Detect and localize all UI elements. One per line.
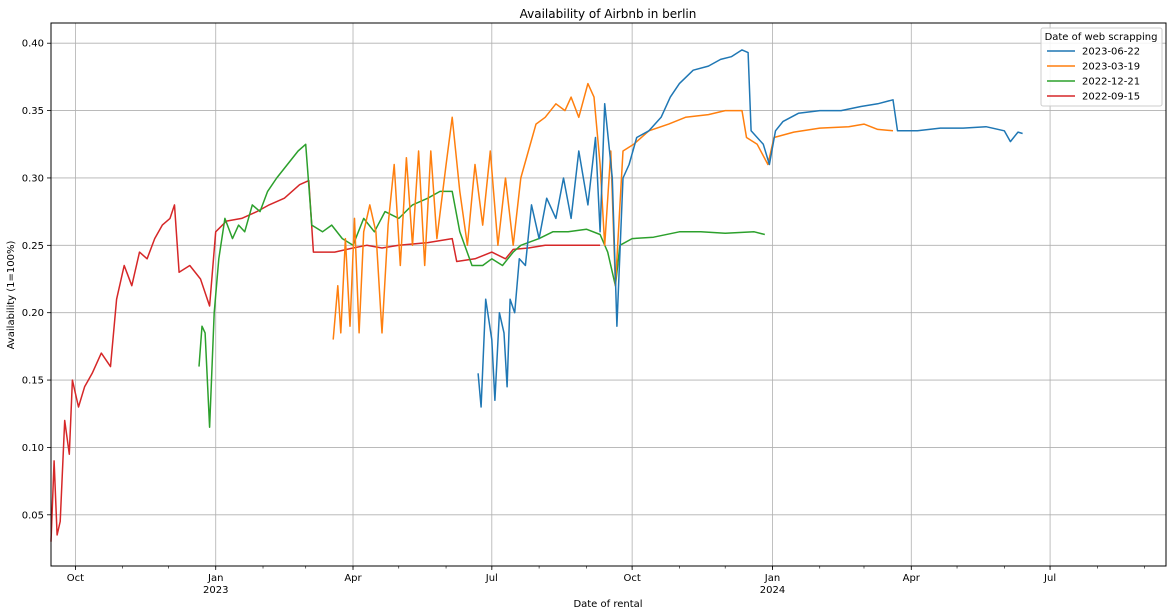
y-tick-label: 0.25 — [22, 241, 44, 252]
legend-title: Date of web scrapping — [1045, 32, 1158, 43]
x-tick-label: Apr — [903, 573, 921, 584]
y-tick-label: 0.40 — [22, 39, 44, 50]
y-tick-label: 0.05 — [22, 510, 44, 521]
legend-label: 2022-12-21 — [1082, 77, 1140, 88]
legend-label: 2022-09-15 — [1082, 92, 1140, 103]
x-tick-label: Apr — [344, 573, 362, 584]
series-line-2022-12-21 — [198, 143, 765, 428]
legend-label: 2023-06-22 — [1082, 47, 1140, 58]
series-line-2023-06-22 — [477, 49, 1023, 408]
y-tick-label: 0.30 — [22, 173, 44, 184]
x-tick-label: Jan — [207, 573, 223, 584]
y-axis-label: Availability (1=100%) — [6, 240, 17, 349]
y-tick-label: 0.15 — [22, 376, 44, 387]
legend-box — [1040, 27, 1163, 107]
x-tick-year-label: 2023 — [203, 585, 228, 596]
x-axis-label: Date of rental — [573, 599, 642, 610]
series-line-2022-09-15 — [50, 179, 601, 542]
chart-title: Availability of Airbnb in berlin — [520, 7, 697, 21]
x-tick-label: Jul — [1043, 573, 1056, 584]
x-tick-label: Oct — [67, 573, 84, 584]
series-layer — [50, 49, 1023, 542]
x-tick-label: Jul — [485, 573, 498, 584]
y-tick-label: 0.35 — [22, 106, 44, 117]
plot-frame — [50, 22, 1167, 567]
series-line-2023-03-19 — [332, 82, 894, 340]
legend-label: 2023-03-19 — [1082, 62, 1140, 73]
legend: Date of web scrapping 2023-06-22 2023-03-… — [1040, 27, 1163, 107]
legend-items: 2023-06-22 2023-03-19 2022-12-21 2022-09-15 — [1047, 47, 1140, 103]
x-tick-label: Jan — [764, 573, 780, 584]
x-tick-label: Oct — [623, 573, 640, 584]
x-tick-year-label: 2024 — [760, 585, 785, 596]
y-tick-label: 0.10 — [22, 443, 44, 454]
y-tick-label: 0.20 — [22, 308, 44, 319]
